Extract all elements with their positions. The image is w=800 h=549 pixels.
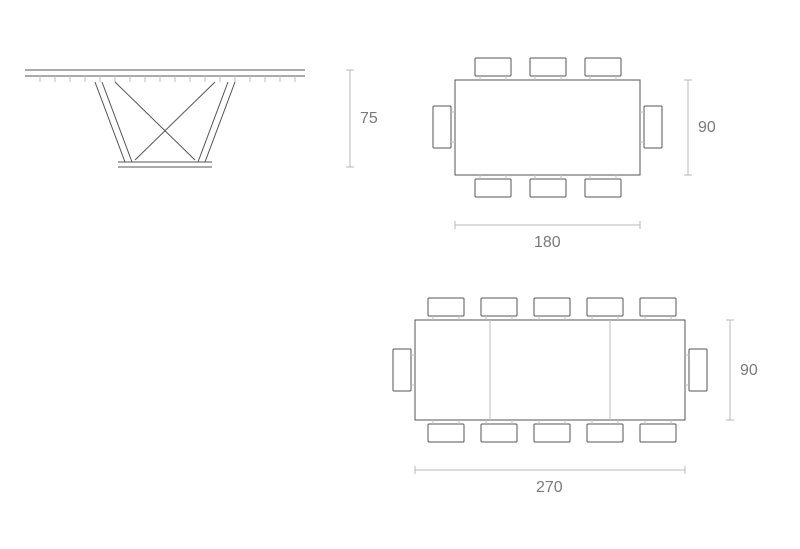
label-height-75: 75	[360, 110, 378, 127]
plan-view-small: 90 180	[433, 58, 716, 251]
label-small-height: 90	[698, 119, 716, 136]
dim-large-width: 270	[415, 466, 685, 496]
dimension-diagram: 75	[0, 0, 800, 549]
dim-large-height: 90	[726, 320, 758, 420]
label-large-width: 270	[536, 479, 563, 496]
dim-small-width: 180	[455, 221, 640, 251]
label-large-height: 90	[740, 362, 758, 379]
plan-view-large: 90 270	[393, 298, 758, 496]
side-elevation: 75	[25, 70, 378, 167]
label-small-width: 180	[534, 234, 561, 251]
dim-small-height: 90	[684, 80, 716, 175]
dim-height-75: 75	[346, 70, 378, 167]
